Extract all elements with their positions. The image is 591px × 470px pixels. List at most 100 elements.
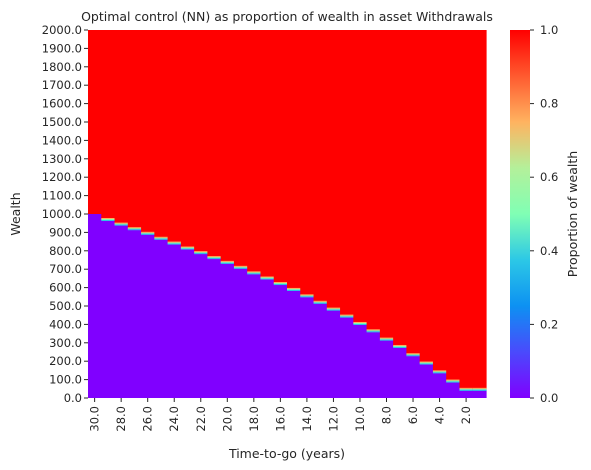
transition-band <box>419 363 434 365</box>
heatmap-cell-high <box>127 30 142 229</box>
transition-band <box>247 273 262 275</box>
y-tick-label: 300.0 <box>49 336 82 350</box>
heatmap-cell-high <box>220 30 235 263</box>
transition-band <box>353 323 368 325</box>
transition-band <box>353 321 368 323</box>
heatmap-cell-high <box>419 30 434 364</box>
transition-band <box>326 308 341 310</box>
transition-band <box>366 329 381 331</box>
transition-band <box>247 272 262 274</box>
heatmap-cell-high <box>194 30 208 253</box>
y-tick-label: 200.0 <box>49 354 82 368</box>
colorbar-tick-label: 0.6 <box>540 170 558 184</box>
heatmap-cell-high <box>472 30 487 390</box>
transition-band <box>167 242 182 244</box>
transition-band <box>154 237 169 239</box>
heatmap-cell-high <box>114 30 129 225</box>
transition-band <box>446 380 461 382</box>
heatmap-cell-low <box>273 283 288 398</box>
transition-band <box>459 389 474 391</box>
transition-band <box>247 271 262 273</box>
y-axis: 0.0 100.0 200.0 300.0 400.0 500.0 600.0 700.0 80… <box>42 23 88 405</box>
heatmap-cell-low <box>406 354 421 398</box>
transition-band <box>419 362 434 364</box>
y-tick-label: 700.0 <box>49 262 82 276</box>
transition-band <box>379 339 394 341</box>
transition-band <box>340 316 354 318</box>
transition-band <box>300 296 315 298</box>
x-axis: 30.0 28.0 26.0 24.0 22.0 20.0 18.0 16.0 14.0 12.0… <box>88 398 473 432</box>
transition-band <box>366 331 381 333</box>
y-tick-label: 600.0 <box>49 281 82 295</box>
heatmap-cell-high <box>273 30 288 284</box>
y-tick-label: 100.0 <box>49 373 82 387</box>
transition-band <box>313 301 328 303</box>
heatmap-cell-low <box>432 371 447 398</box>
transition-band <box>287 288 301 290</box>
transition-band <box>340 315 354 317</box>
y-tick-label: 2000.0 <box>42 23 82 37</box>
heatmap-cell-low <box>366 330 381 398</box>
heatmap-cell-low <box>141 233 155 398</box>
heatmap-cell-low <box>247 272 262 398</box>
transition-band <box>141 231 155 233</box>
transition-band <box>393 344 407 346</box>
transition-band <box>459 388 474 390</box>
heatmap-cell-low <box>472 389 487 398</box>
heatmap-cell-low <box>379 339 394 398</box>
heatmap-cell-low <box>459 389 474 398</box>
y-tick-label: 1400.0 <box>42 133 82 147</box>
heatmap-cell-high <box>300 30 315 296</box>
transition-band <box>446 381 461 383</box>
transition-band <box>154 236 169 238</box>
chart-title: Optimal control (NN) as proportion of we… <box>81 9 493 24</box>
heatmap-cell-low <box>326 309 341 398</box>
transition-band <box>366 330 381 332</box>
colorbar-tick-label: 0.8 <box>540 97 558 111</box>
transition-band <box>393 345 407 347</box>
heatmap-cell-low <box>88 214 102 398</box>
heatmap-cell-high <box>101 30 116 220</box>
x-tick-label: 28.0 <box>114 406 128 432</box>
transition-band <box>141 233 155 235</box>
y-tick-label: 1900.0 <box>42 41 82 55</box>
transition-band <box>101 220 116 222</box>
heatmap-cell-low <box>180 248 195 398</box>
heatmap-cell-low <box>393 346 407 398</box>
heatmap-cell-high <box>154 30 169 239</box>
heatmap-cell-high <box>432 30 447 372</box>
heatmap-cell-low <box>353 323 368 398</box>
colorbar-axis: 0.0 0.2 0.4 0.6 0.8 1.0 <box>530 23 558 405</box>
x-axis-title: Time-to-go (years) <box>228 446 345 461</box>
heatmap-cell-high <box>379 30 394 340</box>
colorbar-tick-label: 1.0 <box>540 23 558 37</box>
transition-band <box>379 338 394 340</box>
transition-band <box>167 243 182 245</box>
heatmap-cell-high <box>247 30 262 273</box>
transition-band <box>260 276 275 278</box>
y-tick-label: 800.0 <box>49 244 82 258</box>
x-tick-label: 16.0 <box>273 406 287 432</box>
transition-band <box>273 283 288 285</box>
y-tick-label: 400.0 <box>49 317 82 331</box>
x-tick-label: 26.0 <box>141 406 155 432</box>
heatmap-cell-low <box>260 278 275 398</box>
heatmap-cell-low <box>154 238 169 398</box>
x-tick-label: 2.0 <box>459 406 473 424</box>
x-tick-label: 30.0 <box>88 406 102 432</box>
transition-band <box>300 295 315 297</box>
heatmap-cell-low <box>194 252 208 398</box>
heatmap-cell-high <box>88 30 102 214</box>
heatmap-cell-low <box>287 289 301 398</box>
transition-band <box>432 370 447 372</box>
transition-band <box>233 267 248 269</box>
transition-band <box>446 379 461 381</box>
y-tick-label: 900.0 <box>49 225 82 239</box>
transition-band <box>260 278 275 280</box>
heatmap-cell-high <box>446 30 461 382</box>
transition-band <box>233 266 248 268</box>
transition-band <box>300 294 315 296</box>
heatmap-cell-high <box>353 30 368 324</box>
transition-band <box>220 260 235 262</box>
